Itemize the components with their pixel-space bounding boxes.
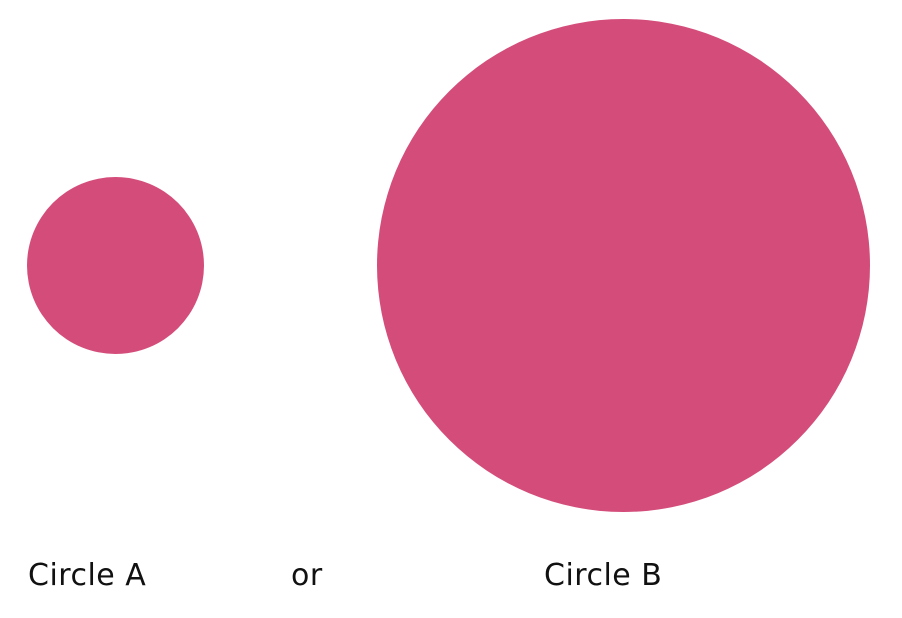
- circle-a-label: Circle A: [28, 558, 147, 593]
- circle-b[interactable]: [377, 19, 870, 512]
- circle-b-label: Circle B: [544, 558, 663, 593]
- circle-a[interactable]: [27, 177, 204, 354]
- or-separator-label: or: [291, 558, 323, 593]
